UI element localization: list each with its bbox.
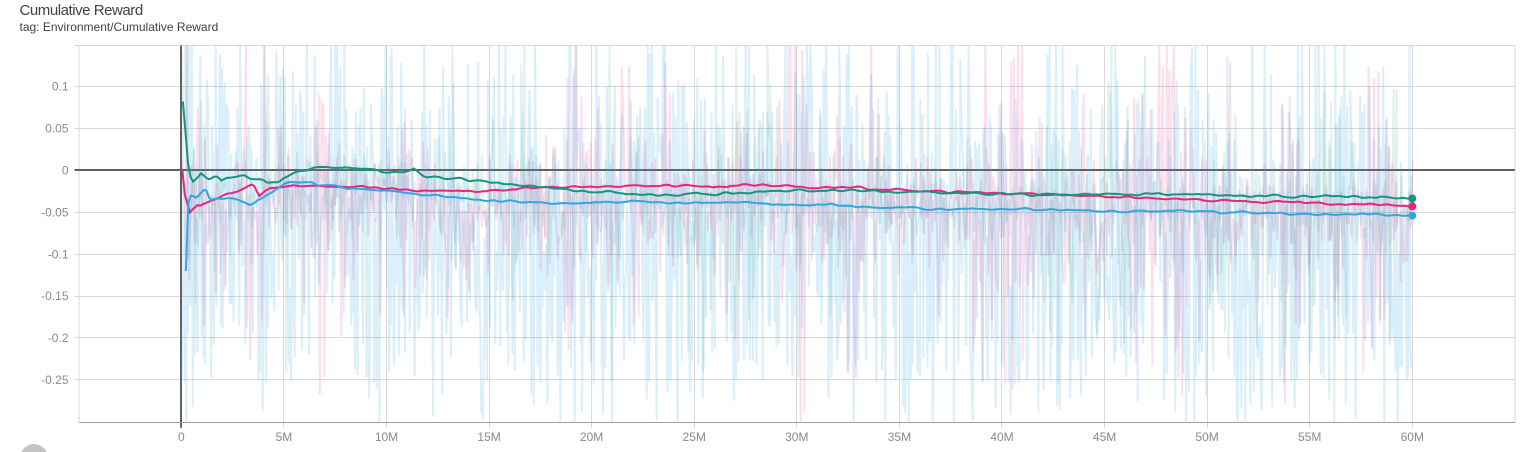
svg-text:-0.25: -0.25	[41, 373, 69, 387]
svg-text:40M: 40M	[990, 430, 1013, 444]
svg-text:0: 0	[178, 430, 185, 444]
svg-text:0.1: 0.1	[52, 80, 69, 94]
svg-text:25M: 25M	[683, 430, 706, 444]
svg-text:0.05: 0.05	[45, 122, 69, 136]
svg-text:-0.05: -0.05	[41, 205, 69, 219]
svg-text:0: 0	[62, 164, 69, 178]
svg-text:55M: 55M	[1298, 430, 1321, 444]
svg-text:10M: 10M	[375, 430, 398, 444]
svg-text:-0.2: -0.2	[48, 331, 69, 345]
svg-text:-0.1: -0.1	[48, 247, 69, 261]
svg-text:35M: 35M	[888, 430, 911, 444]
svg-text:5M: 5M	[276, 430, 293, 444]
svg-text:50M: 50M	[1195, 430, 1218, 444]
svg-text:-0.15: -0.15	[41, 289, 69, 303]
svg-text:45M: 45M	[1093, 430, 1116, 444]
svg-text:15M: 15M	[477, 430, 500, 444]
svg-text:30M: 30M	[785, 430, 808, 444]
svg-text:20M: 20M	[580, 430, 603, 444]
svg-text:60M: 60M	[1401, 430, 1424, 444]
